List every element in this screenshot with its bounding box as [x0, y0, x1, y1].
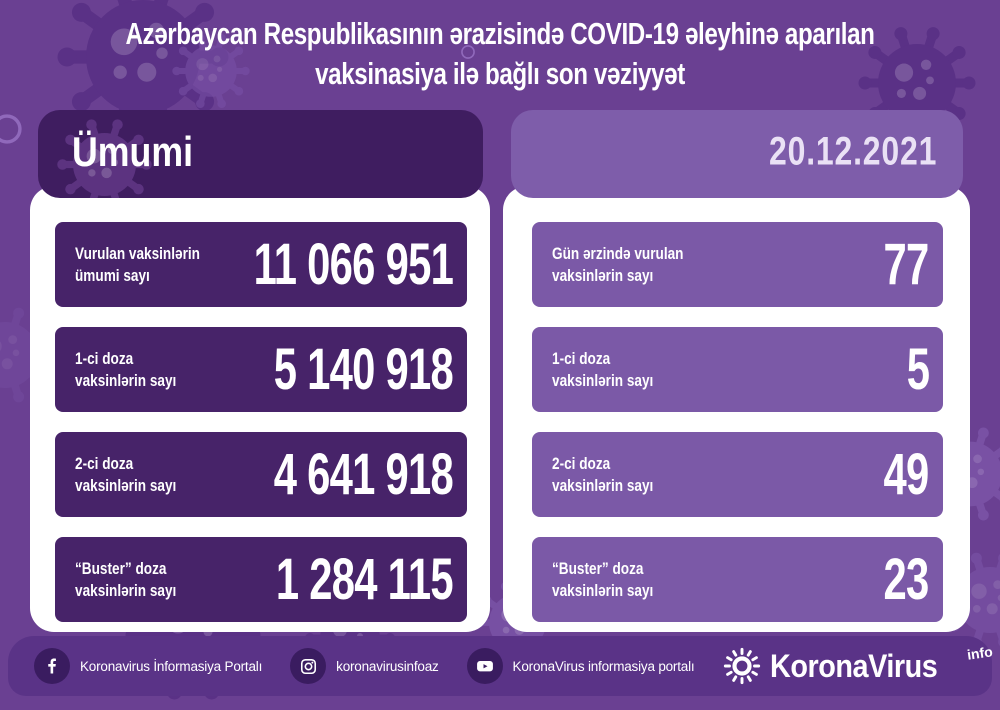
stat-label: 2-ci doza vaksinlərin sayı — [75, 453, 177, 495]
social-instagram[interactable]: koronavirusinfoaz — [290, 648, 439, 684]
footer: Koronavirus İnformasiya Portalı koronavi… — [8, 636, 995, 696]
social-facebook[interactable]: Koronavirus İnformasiya Portalı — [34, 648, 262, 684]
stat-label: 1-ci doza vaksinlərin sayı — [75, 348, 177, 390]
stat-label: “Buster” doza vaksinlərin sayı — [552, 558, 654, 600]
social-label: KoronaVirus informasiya portalı — [512, 658, 695, 674]
totals-card: Ümumi Vurulan vaksinlərin ümumi sayı 11 … — [30, 0, 490, 696]
stat-label: 1-ci doza vaksinlərin sayı — [552, 348, 654, 390]
stat-row-daily-booster-dose: “Buster” doza vaksinlərin sayı 23 — [532, 537, 943, 622]
report-date: 20.12.2021 — [768, 129, 937, 174]
ring-decoration — [0, 112, 24, 146]
title-line-2: vaksinasiya ilə bağlı son vəziyyət — [315, 56, 685, 91]
social-label: koronavirusinfoaz — [336, 658, 439, 674]
facebook-icon — [34, 648, 70, 684]
stat-label: Gün ərzində vurulan vaksinlərin sayı — [552, 243, 684, 285]
brand-superscript: info — [966, 643, 995, 663]
stat-row-total-vaccines: Vurulan vaksinlərin ümumi sayı 11 066 95… — [55, 222, 467, 307]
stat-label: Vurulan vaksinlərin ümumi sayı — [75, 243, 200, 285]
youtube-icon — [466, 648, 503, 684]
stat-value: 5 — [906, 337, 929, 402]
stat-label: “Buster” doza vaksinlərin sayı — [75, 558, 177, 600]
stat-value: 23 — [883, 547, 930, 612]
totals-card-header: Ümumi — [38, 110, 483, 198]
stat-value: 49 — [883, 442, 930, 507]
stat-label: 2-ci doza vaksinlərin sayı — [552, 453, 654, 495]
brand-logo: KoronaVirus info — [722, 643, 995, 686]
koronavirus-logo-icon — [724, 647, 761, 685]
social-label: Koronavirus İnformasiya Portalı — [80, 658, 263, 674]
social-youtube[interactable]: KoronaVirus informasiya portalı — [466, 648, 695, 684]
stat-row-second-dose: 2-ci doza vaksinlərin sayı 4 641 918 — [55, 432, 467, 517]
daily-card: 20.12.2021 Gün ərzində vurulan vaksinlər… — [503, 0, 970, 696]
stat-value: 1 284 115 — [276, 547, 454, 612]
daily-card-header: 20.12.2021 — [511, 110, 963, 198]
stat-row-first-dose: 1-ci doza vaksinlərin sayı 5 140 918 — [55, 327, 467, 412]
stat-value: 5 140 918 — [273, 337, 454, 402]
stat-row-daily-total: Gün ərzində vurulan vaksinlərin sayı 77 — [532, 222, 943, 307]
brand-name: KoronaVirus — [770, 647, 938, 684]
instagram-icon — [290, 648, 327, 684]
stat-row-daily-first-dose: 1-ci doza vaksinlərin sayı 5 — [532, 327, 943, 412]
stat-value: 11 066 951 — [253, 232, 453, 297]
totals-card-title: Ümumi — [72, 128, 194, 176]
stat-row-booster-dose: “Buster” doza vaksinlərin sayı 1 284 115 — [55, 537, 467, 622]
stat-row-daily-second-dose: 2-ci doza vaksinlərin sayı 49 — [532, 432, 943, 517]
totals-card-body: Vurulan vaksinlərin ümumi sayı 11 066 95… — [30, 186, 490, 632]
stat-value: 4 641 918 — [273, 442, 454, 507]
stat-value: 77 — [883, 232, 930, 297]
daily-card-body: Gün ərzində vurulan vaksinlərin sayı 77 … — [503, 186, 970, 632]
